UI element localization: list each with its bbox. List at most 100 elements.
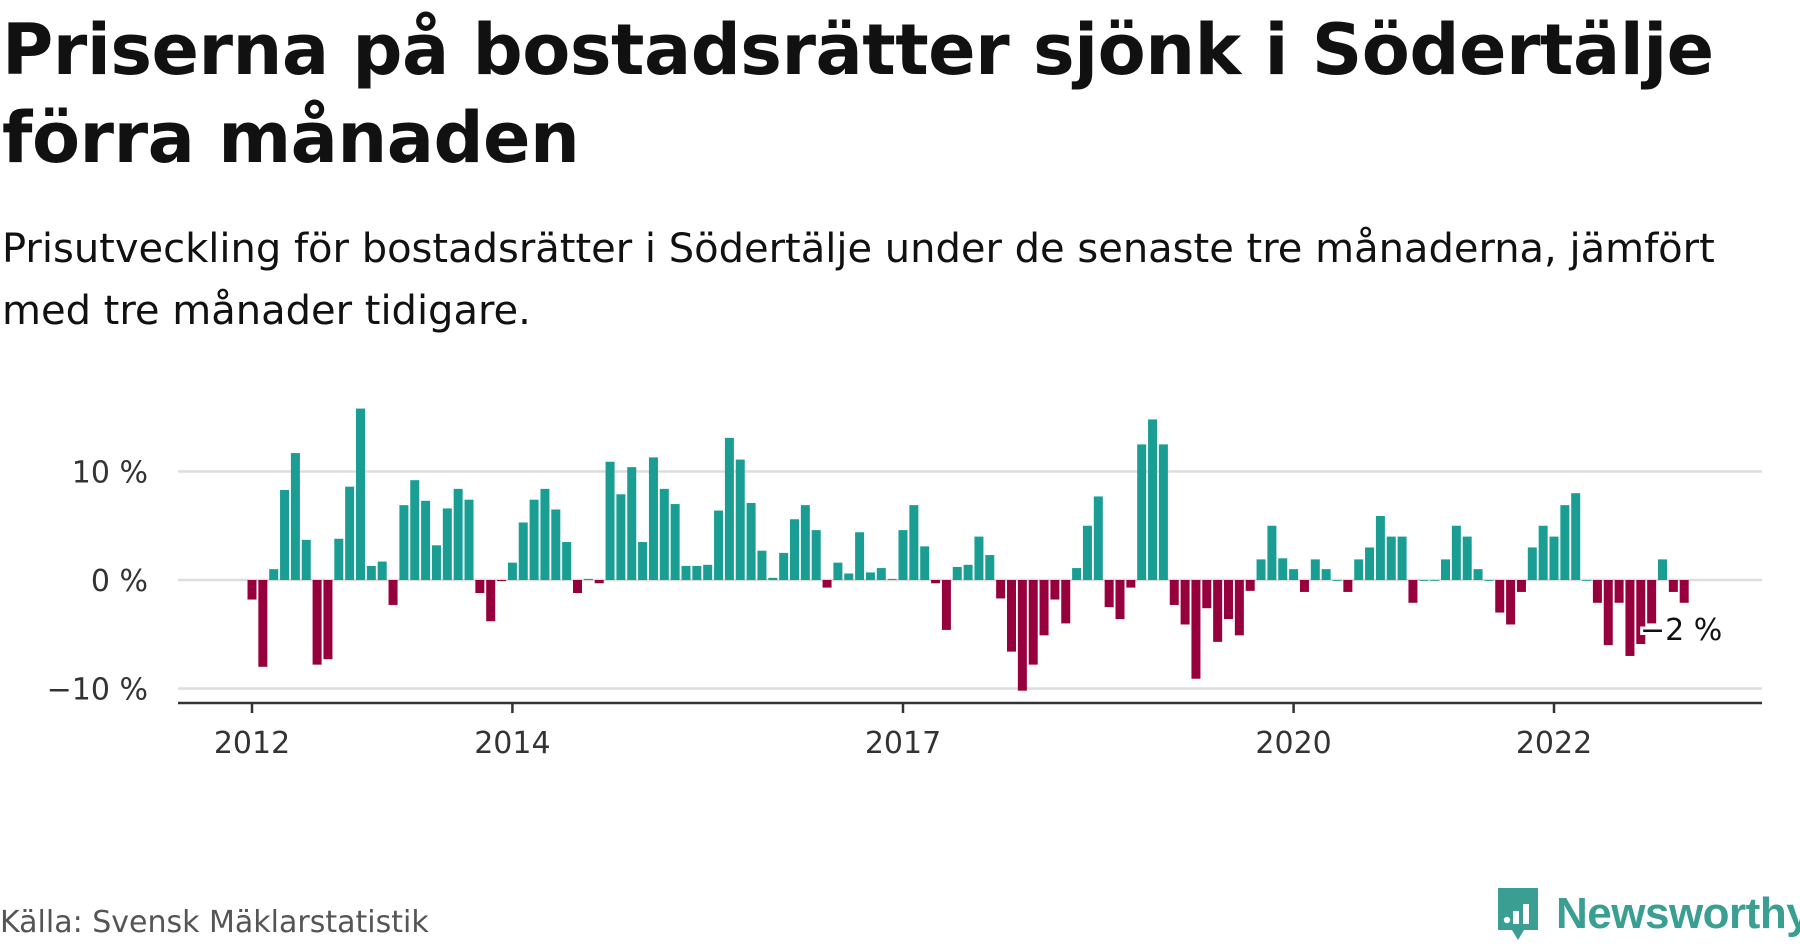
bar bbox=[1516, 580, 1526, 592]
bar bbox=[714, 510, 724, 580]
bar bbox=[1538, 525, 1548, 580]
bar bbox=[909, 505, 919, 580]
bar bbox=[627, 467, 637, 580]
x-tick-label: 2020 bbox=[1255, 726, 1331, 761]
bar bbox=[497, 580, 507, 582]
bar bbox=[1419, 580, 1429, 581]
bar bbox=[1332, 580, 1342, 581]
bar bbox=[1256, 559, 1266, 580]
annotations: −2 % bbox=[1637, 610, 1725, 651]
bar bbox=[1213, 580, 1223, 642]
bar bbox=[594, 580, 604, 584]
bar bbox=[1495, 580, 1505, 613]
bar bbox=[703, 564, 713, 580]
bar bbox=[1354, 559, 1364, 580]
bar bbox=[258, 580, 268, 667]
bar bbox=[811, 530, 821, 580]
brand-logo: Newsworthy bbox=[1494, 886, 1800, 942]
bar bbox=[1158, 444, 1168, 581]
bar bbox=[1028, 580, 1038, 665]
bar bbox=[1180, 580, 1190, 625]
bar bbox=[1050, 580, 1060, 600]
bar bbox=[1234, 580, 1244, 636]
bar bbox=[583, 578, 593, 580]
bar bbox=[1093, 496, 1103, 580]
bar bbox=[1506, 580, 1516, 625]
bar bbox=[941, 580, 951, 630]
bar bbox=[724, 437, 734, 580]
bar bbox=[410, 480, 420, 580]
bar bbox=[421, 500, 431, 580]
bar bbox=[1169, 580, 1179, 605]
bar bbox=[507, 562, 517, 580]
bar bbox=[486, 580, 496, 622]
bar bbox=[1061, 580, 1071, 624]
bar bbox=[1082, 525, 1092, 580]
bar bbox=[388, 580, 398, 605]
bar bbox=[1007, 580, 1016, 652]
bar bbox=[475, 580, 485, 594]
bar bbox=[1321, 569, 1331, 580]
bar bbox=[1625, 580, 1635, 656]
bar bbox=[312, 580, 322, 665]
bar bbox=[1473, 569, 1483, 580]
bar bbox=[1647, 580, 1657, 624]
bar bbox=[1603, 580, 1613, 646]
bar bbox=[1668, 580, 1678, 592]
bar bbox=[1397, 536, 1407, 580]
bar bbox=[1484, 580, 1494, 581]
bar bbox=[855, 532, 865, 580]
source-note: Källa: Svensk Mäklarstatistik bbox=[0, 905, 429, 940]
bar bbox=[844, 573, 854, 580]
bar bbox=[800, 505, 810, 580]
bar bbox=[1104, 580, 1114, 608]
bar bbox=[605, 461, 615, 580]
bar bbox=[779, 552, 789, 581]
bar bbox=[1191, 580, 1201, 679]
bar bbox=[1224, 580, 1233, 620]
bar bbox=[1365, 547, 1375, 580]
bar bbox=[301, 539, 311, 580]
bar bbox=[323, 580, 333, 660]
page-subtitle: Prisutveckling för bostadsrätter i Söder… bbox=[2, 226, 1715, 334]
bar bbox=[290, 453, 300, 580]
bar bbox=[952, 566, 962, 580]
bar bbox=[1679, 580, 1689, 603]
bar bbox=[670, 504, 680, 580]
bar bbox=[1592, 580, 1602, 603]
brand-name: Newsworthy bbox=[1556, 889, 1800, 938]
x-tick-label: 2017 bbox=[865, 726, 941, 761]
bar bbox=[1039, 580, 1049, 636]
x-tick-label: 2014 bbox=[474, 726, 550, 761]
bar bbox=[551, 509, 561, 580]
bar bbox=[963, 564, 973, 580]
bar bbox=[356, 408, 365, 580]
bar bbox=[1267, 525, 1277, 580]
bar bbox=[1278, 558, 1288, 580]
bar bbox=[280, 489, 290, 580]
bar bbox=[1430, 580, 1440, 581]
bar bbox=[247, 580, 257, 600]
y-tick-label: 10 % bbox=[72, 456, 148, 491]
bar bbox=[931, 580, 941, 584]
bar bbox=[431, 545, 441, 580]
bar bbox=[562, 542, 572, 581]
bar bbox=[1386, 536, 1396, 580]
bar bbox=[616, 494, 626, 580]
bar bbox=[1115, 580, 1125, 620]
bar bbox=[442, 508, 452, 580]
newsworthy-logo-icon bbox=[1498, 888, 1538, 940]
bar bbox=[1408, 580, 1418, 603]
bar bbox=[1549, 536, 1559, 580]
page-title: Priserna på bostadsrätter sjönk i Södert… bbox=[2, 9, 1714, 179]
bar bbox=[518, 522, 528, 580]
bar bbox=[790, 519, 799, 580]
bar bbox=[1299, 580, 1309, 592]
last-value-label: −2 % bbox=[1640, 613, 1722, 648]
bar bbox=[334, 538, 344, 580]
x-tick-label: 2022 bbox=[1516, 726, 1592, 761]
bar bbox=[996, 580, 1006, 599]
bar bbox=[1148, 419, 1158, 580]
bar bbox=[345, 486, 355, 580]
bar bbox=[865, 572, 875, 580]
